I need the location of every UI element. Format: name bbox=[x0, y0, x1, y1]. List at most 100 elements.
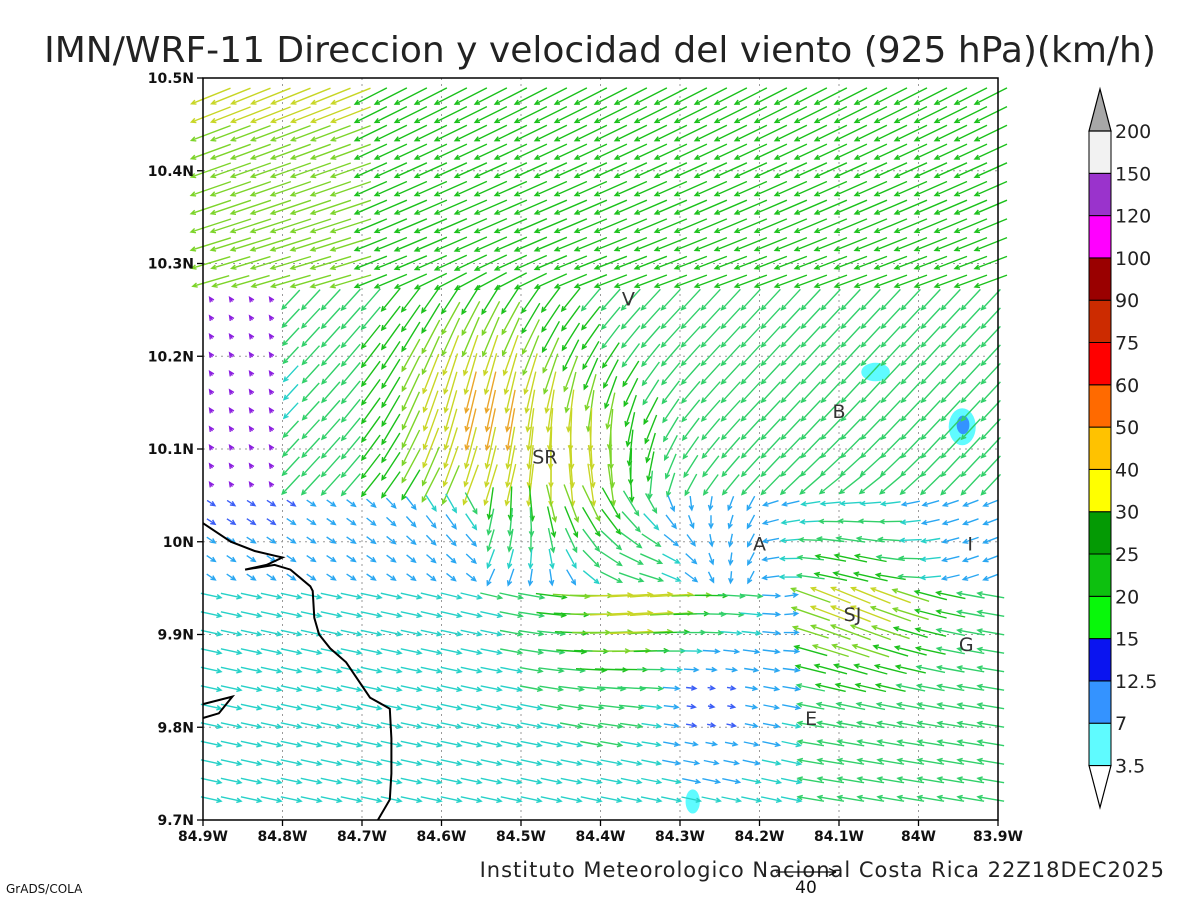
wind-vector bbox=[683, 666, 700, 673]
wind-vector bbox=[940, 418, 961, 441]
wind-vector bbox=[220, 703, 243, 711]
wind-vector bbox=[400, 304, 421, 333]
wind-vector bbox=[961, 573, 980, 581]
wind-vector bbox=[613, 180, 648, 197]
wind-vector bbox=[373, 87, 408, 105]
wind-vector bbox=[740, 436, 761, 459]
wind-vector bbox=[300, 759, 323, 767]
wind-vector bbox=[473, 143, 508, 160]
wind-vector bbox=[879, 500, 901, 507]
wind-vector bbox=[920, 288, 941, 311]
wind-vector bbox=[380, 471, 401, 499]
wind-vector bbox=[249, 124, 291, 142]
wind-vector bbox=[405, 496, 417, 511]
wind-vector bbox=[386, 573, 397, 582]
wind-vector bbox=[708, 552, 715, 566]
wind-vector bbox=[600, 530, 623, 551]
wind-vector bbox=[982, 555, 999, 563]
wind-vector bbox=[685, 553, 698, 565]
wind-vector bbox=[831, 643, 870, 658]
wind-vector bbox=[300, 722, 323, 730]
wind-vector bbox=[306, 555, 317, 563]
wind-vector bbox=[860, 307, 881, 330]
place-label: B bbox=[832, 401, 845, 423]
wind-vector bbox=[373, 105, 408, 124]
wind-vector bbox=[433, 254, 468, 271]
wind-vector bbox=[853, 255, 888, 270]
wind-vector bbox=[976, 646, 1005, 654]
wind-vector bbox=[486, 568, 496, 587]
wind-vector bbox=[493, 162, 528, 179]
wind-vector bbox=[453, 217, 488, 234]
wind-vector bbox=[527, 568, 534, 587]
wind-vector bbox=[421, 303, 441, 334]
wind-vector bbox=[724, 741, 739, 747]
wind-vector bbox=[760, 418, 781, 441]
wind-vector bbox=[761, 537, 780, 544]
wind-vector bbox=[500, 796, 523, 804]
wind-vector bbox=[793, 644, 828, 657]
wind-vector bbox=[229, 106, 271, 124]
wind-vector bbox=[559, 722, 584, 729]
wind-vector bbox=[360, 415, 381, 444]
lon-tick-label: 84.4W bbox=[576, 829, 626, 845]
wind-vector bbox=[919, 474, 942, 496]
wind-vector bbox=[839, 455, 862, 477]
wind-vector bbox=[208, 333, 215, 340]
wind-vector bbox=[914, 627, 947, 637]
wind-vector bbox=[240, 777, 263, 785]
wind-vector bbox=[300, 307, 321, 329]
wind-vector bbox=[548, 548, 555, 570]
wind-vector bbox=[973, 236, 1008, 252]
wind-vector bbox=[209, 199, 252, 215]
wind-vector bbox=[504, 463, 517, 507]
wind-vector bbox=[386, 554, 397, 563]
wind-vector bbox=[300, 796, 323, 804]
wind-vector bbox=[783, 629, 800, 636]
wind-vector bbox=[260, 629, 283, 637]
wind-vector bbox=[209, 218, 252, 234]
wind-vector bbox=[326, 517, 337, 526]
wind-vector bbox=[280, 629, 303, 637]
wind-vector bbox=[860, 344, 881, 367]
wind-vector bbox=[613, 218, 648, 234]
wind-vector bbox=[462, 464, 479, 506]
wind-vector bbox=[500, 722, 523, 730]
wind-vector bbox=[773, 180, 808, 197]
place-label: SR bbox=[532, 446, 557, 468]
wind-vector bbox=[493, 218, 528, 234]
wind-vector bbox=[381, 394, 401, 428]
wind-vector bbox=[464, 408, 477, 451]
wind-vector bbox=[420, 740, 443, 748]
wind-vector bbox=[286, 536, 297, 544]
wind-vector bbox=[976, 665, 1005, 673]
wind-vector bbox=[849, 586, 891, 604]
wind-vector bbox=[484, 445, 497, 488]
wind-vector bbox=[604, 375, 618, 410]
wind-vector bbox=[780, 777, 803, 785]
wind-vector bbox=[493, 105, 528, 124]
wind-vector bbox=[913, 162, 948, 178]
wind-vector bbox=[915, 664, 946, 674]
wind-vector bbox=[248, 407, 255, 414]
wind-vector bbox=[229, 124, 271, 142]
wind-vector bbox=[360, 324, 381, 350]
wind-vector bbox=[329, 237, 372, 252]
wind-vector bbox=[464, 492, 478, 515]
wind-vector bbox=[593, 218, 628, 234]
wind-vector bbox=[282, 420, 300, 439]
colorbar-high-triangle bbox=[1088, 86, 1112, 132]
wind-vector bbox=[445, 534, 457, 547]
wind-vector bbox=[653, 162, 688, 178]
wind-vector bbox=[960, 288, 981, 311]
wind-vector bbox=[733, 180, 768, 197]
wind-vector bbox=[953, 162, 988, 178]
wind-vector bbox=[320, 703, 343, 711]
wind-vector bbox=[553, 143, 588, 160]
wind-vector bbox=[381, 413, 401, 446]
wind-vector bbox=[381, 376, 401, 409]
wind-vector bbox=[580, 777, 603, 785]
wind-vector bbox=[813, 218, 848, 234]
wind-vector bbox=[400, 796, 423, 804]
wind-vector bbox=[833, 274, 868, 289]
